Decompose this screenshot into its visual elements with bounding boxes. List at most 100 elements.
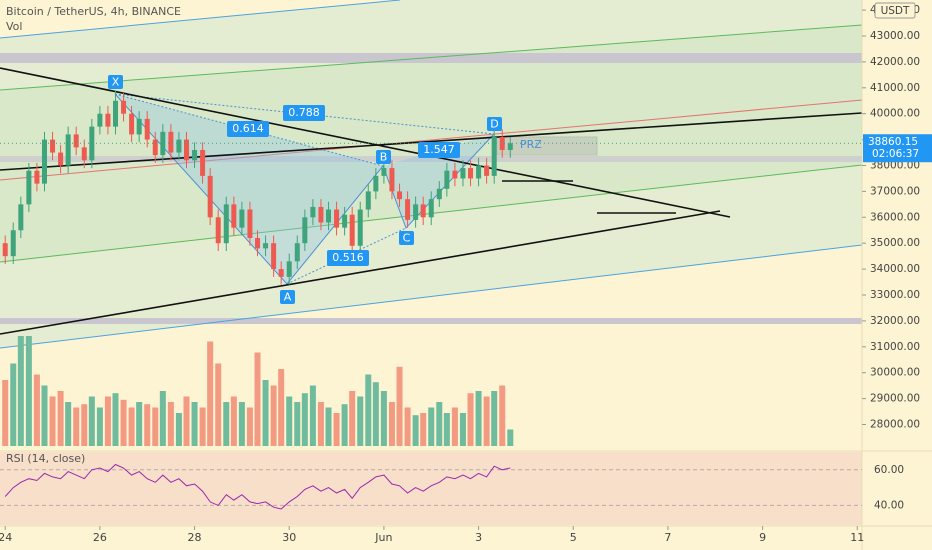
fib-label: 0.516 (332, 251, 364, 264)
point-box (487, 117, 502, 131)
volume-bar (396, 366, 403, 446)
volume-bar (475, 391, 482, 446)
candle-body (334, 209, 340, 228)
candle-body (152, 139, 158, 156)
volume-bar (73, 407, 80, 446)
volume-bar (357, 396, 364, 446)
x-tick-label: Jun (374, 531, 392, 544)
trend-line (0, 99, 862, 181)
volume-bar (388, 402, 395, 446)
y-tick-label: 29000.00 (870, 393, 920, 405)
candle-body (247, 209, 253, 239)
rsi-panel (0, 452, 862, 525)
point-box (280, 290, 295, 304)
pattern-point: D (490, 118, 498, 131)
candle-body (136, 118, 142, 135)
volume-bar (372, 382, 379, 446)
candle-body (121, 100, 127, 114)
volume-bar (10, 363, 17, 446)
y-tick-label: 41000.00 (870, 82, 920, 94)
candle-body (373, 175, 379, 192)
volume-bar (270, 385, 277, 446)
candle-body (129, 113, 135, 135)
y-tick-label: 30000.00 (870, 367, 920, 379)
volume-bar (81, 404, 88, 446)
point-box (399, 231, 414, 245)
y-tick-label: 40000.00 (870, 108, 920, 120)
point-box (108, 75, 123, 89)
candle-body (65, 134, 71, 166)
zone (0, 318, 862, 324)
candle-body (428, 199, 434, 218)
volume-bar (246, 407, 253, 446)
y-tick-label: 43000.00 (870, 30, 920, 42)
chart-title: Bitcoin / TetherUS, 4h, BINANCE (6, 5, 181, 18)
candle-body (215, 217, 221, 244)
volume-bar (175, 413, 182, 446)
last-price-label: 38860.15 (868, 136, 918, 148)
fib-box (327, 250, 369, 266)
volume-bar (215, 363, 222, 446)
candle-body (342, 214, 348, 228)
candle-body (507, 143, 513, 150)
volume-bar (33, 374, 40, 446)
candle-body (223, 204, 229, 244)
fib-label: 0.788 (288, 106, 320, 119)
candle-body (89, 126, 95, 161)
candle-body (326, 209, 332, 223)
last-price-box (863, 134, 932, 163)
candle-body (207, 175, 213, 218)
candle-body (452, 170, 458, 179)
candle-body (263, 243, 269, 249)
candle-body (349, 214, 355, 246)
pattern-point: C (403, 232, 411, 245)
volume-bar (278, 369, 285, 446)
volume-bar (443, 413, 450, 446)
volume-label: Vol (6, 20, 22, 33)
candle-body (184, 139, 190, 161)
candle-body (460, 168, 466, 179)
volume-bar (2, 380, 9, 446)
volume-bar (301, 393, 308, 446)
volume-bar (136, 402, 143, 446)
candle-body (365, 191, 371, 210)
candle-body (405, 199, 411, 220)
x-tick-label: 11 (850, 531, 864, 544)
fib-box (418, 142, 460, 158)
x-tick-label: 9 (759, 531, 766, 544)
volume-bar (507, 429, 514, 446)
pattern-fill (383, 134, 494, 228)
volume-bar (286, 396, 293, 446)
candle-body (499, 137, 505, 150)
currency-box (874, 2, 916, 19)
volume-bar (104, 396, 111, 446)
volume-bar (309, 385, 316, 446)
volume-bar (144, 404, 151, 446)
x-tick-label: 26 (93, 531, 107, 544)
volume-bar (254, 352, 261, 446)
volume-bar (436, 402, 443, 446)
annotations: X A B C D 0.788 0.614 1.547 0.516 PRZ (108, 75, 542, 304)
x-tick-label: 7 (664, 531, 671, 544)
volume-bar (167, 402, 174, 446)
y-tick-label: 31000.00 (870, 341, 920, 353)
candle-body (160, 131, 166, 156)
candle-body (50, 139, 56, 153)
countdown: 02:06:37 (872, 148, 919, 160)
volume-bar (57, 391, 64, 446)
candle-body (468, 168, 474, 179)
x-tick-label: 3 (475, 531, 482, 544)
y-tick-label: 32000.00 (870, 315, 920, 327)
x-tick-label: 30 (282, 531, 296, 544)
candle-body (491, 137, 497, 176)
rsi-tick-label: 40.00 (874, 499, 904, 511)
fib-label: 0.614 (232, 122, 264, 135)
volume-bar (223, 402, 230, 446)
x-tick-label: 5 (570, 531, 577, 544)
volume-bar (491, 391, 498, 446)
pattern-point: X (112, 76, 120, 89)
candle-body (436, 188, 442, 200)
trend-line (0, 67, 731, 218)
candle-body (200, 149, 206, 176)
channel-fill (0, 0, 862, 348)
